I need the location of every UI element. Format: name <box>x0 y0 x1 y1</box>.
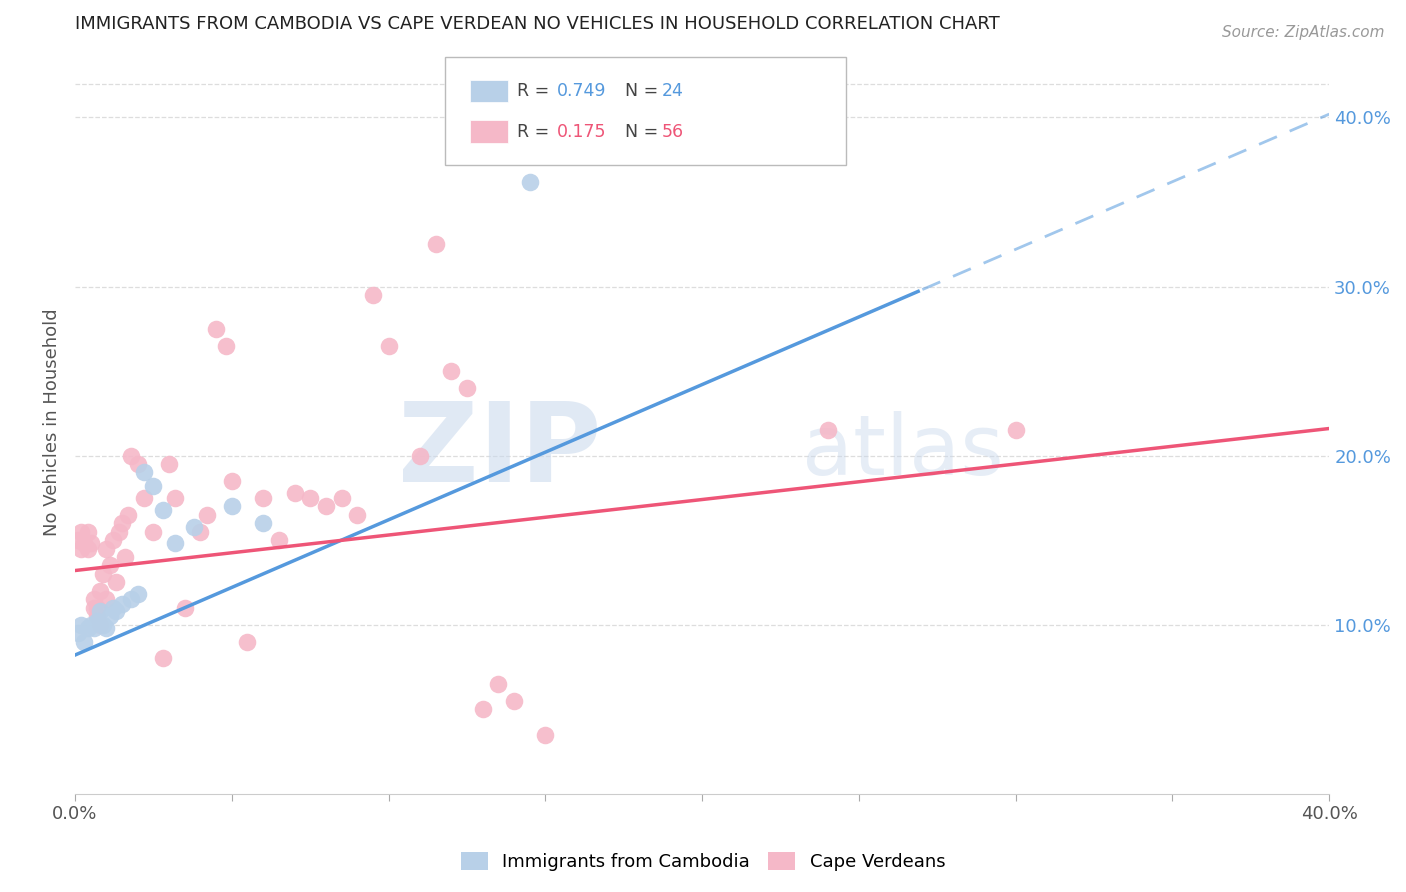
Point <box>132 491 155 505</box>
Point <box>152 502 174 516</box>
Point <box>221 500 243 514</box>
Point <box>111 598 134 612</box>
Point <box>142 524 165 539</box>
Point <box>157 457 180 471</box>
Point <box>83 600 105 615</box>
Point <box>252 491 274 505</box>
Point <box>817 423 839 437</box>
Point <box>205 322 228 336</box>
Point <box>127 587 149 601</box>
Point <box>1004 423 1026 437</box>
Point <box>377 339 399 353</box>
Point <box>221 474 243 488</box>
Text: Source: ZipAtlas.com: Source: ZipAtlas.com <box>1222 25 1385 40</box>
Point <box>86 600 108 615</box>
Point <box>108 524 131 539</box>
Point <box>98 609 121 624</box>
Point <box>361 288 384 302</box>
Point <box>86 614 108 628</box>
Point <box>91 617 114 632</box>
Point <box>120 449 142 463</box>
Point <box>73 536 96 550</box>
FancyBboxPatch shape <box>446 57 846 165</box>
Point <box>73 634 96 648</box>
Point <box>89 617 111 632</box>
Point <box>96 592 118 607</box>
Point <box>67 626 90 640</box>
Point <box>127 457 149 471</box>
Point <box>96 541 118 556</box>
Text: 0.749: 0.749 <box>557 82 606 100</box>
Point <box>330 491 353 505</box>
Point <box>111 516 134 531</box>
Point <box>101 600 124 615</box>
Point <box>190 524 212 539</box>
Point <box>195 508 218 522</box>
Text: R =: R = <box>516 123 554 141</box>
Point <box>83 592 105 607</box>
Point <box>104 604 127 618</box>
Point <box>83 621 105 635</box>
Point <box>76 621 98 635</box>
Point <box>70 541 93 556</box>
Text: 0.175: 0.175 <box>557 123 606 141</box>
Text: R =: R = <box>516 82 554 100</box>
Point <box>70 617 93 632</box>
Point <box>152 651 174 665</box>
Point <box>236 634 259 648</box>
Point <box>252 516 274 531</box>
Point <box>440 364 463 378</box>
Point <box>76 524 98 539</box>
Point <box>283 485 305 500</box>
Point <box>96 621 118 635</box>
Point <box>471 702 494 716</box>
FancyBboxPatch shape <box>470 120 508 143</box>
FancyBboxPatch shape <box>470 79 508 102</box>
Point <box>165 536 187 550</box>
Text: atlas: atlas <box>803 411 1004 492</box>
Point <box>346 508 368 522</box>
Text: N =: N = <box>614 82 664 100</box>
Point <box>76 541 98 556</box>
Legend: Immigrants from Cambodia, Cape Verdeans: Immigrants from Cambodia, Cape Verdeans <box>454 845 952 879</box>
Point <box>117 508 139 522</box>
Point <box>80 617 103 632</box>
Y-axis label: No Vehicles in Household: No Vehicles in Household <box>44 308 60 535</box>
Point <box>315 500 337 514</box>
Point <box>89 604 111 618</box>
Point <box>98 558 121 573</box>
Point <box>142 479 165 493</box>
Text: ZIP: ZIP <box>398 398 602 505</box>
Point <box>120 592 142 607</box>
Point <box>86 609 108 624</box>
Point <box>67 533 90 547</box>
Point <box>214 339 236 353</box>
Point <box>101 533 124 547</box>
Point <box>456 381 478 395</box>
Point <box>173 600 195 615</box>
Point <box>267 533 290 547</box>
Point <box>425 237 447 252</box>
Point <box>70 524 93 539</box>
Point <box>299 491 322 505</box>
Point <box>183 519 205 533</box>
Text: 24: 24 <box>662 82 683 100</box>
Point <box>114 549 136 564</box>
Point <box>165 491 187 505</box>
Point <box>486 677 509 691</box>
Point <box>132 466 155 480</box>
Point <box>519 175 541 189</box>
Point <box>534 727 557 741</box>
Point <box>503 694 526 708</box>
Text: IMMIGRANTS FROM CAMBODIA VS CAPE VERDEAN NO VEHICLES IN HOUSEHOLD CORRELATION CH: IMMIGRANTS FROM CAMBODIA VS CAPE VERDEAN… <box>75 15 1000 33</box>
Point <box>409 449 432 463</box>
Text: 56: 56 <box>662 123 685 141</box>
Point <box>80 536 103 550</box>
Point <box>91 566 114 581</box>
Point <box>104 575 127 590</box>
Text: N =: N = <box>614 123 664 141</box>
Point <box>89 583 111 598</box>
